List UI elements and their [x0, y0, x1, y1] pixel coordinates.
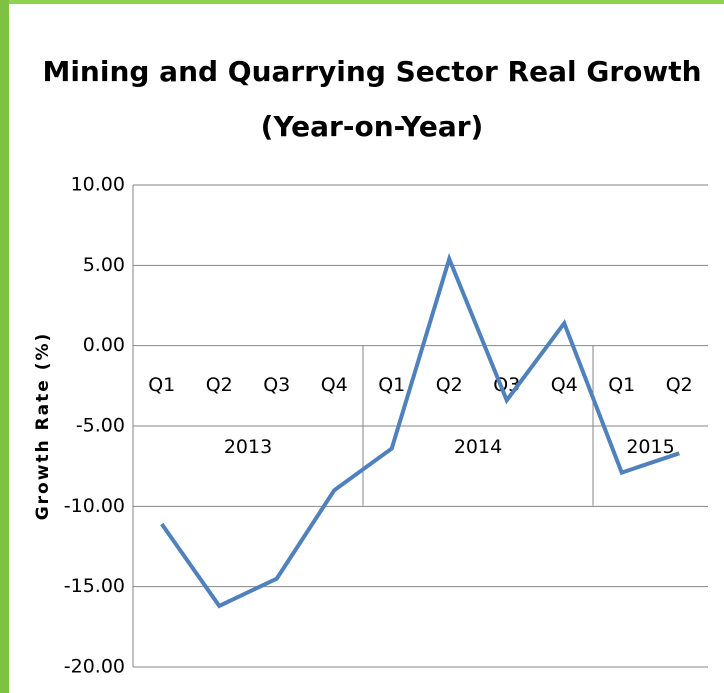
- x-tick-label: Q4: [551, 374, 578, 396]
- y-tick-label: 5.00: [83, 254, 125, 276]
- x-tick-label: Q3: [263, 374, 290, 396]
- frame-top: [0, 0, 724, 4]
- y-tick-label: -5.00: [76, 415, 125, 437]
- x-tick-label: Q2: [436, 374, 463, 396]
- x-tick-label: Q4: [321, 374, 348, 396]
- x-tick-label: Q1: [608, 374, 635, 396]
- line-series: [160, 252, 680, 609]
- y-tick-label: -15.00: [64, 575, 125, 597]
- x-tick-label: Q1: [148, 374, 175, 396]
- x-group-label: 2014: [454, 436, 502, 458]
- y-tick-label: 10.00: [71, 174, 125, 196]
- x-group-label: 2015: [626, 436, 674, 458]
- frame-left: [0, 0, 9, 693]
- chart-title: Mining and Quarrying Sector Real Growth: [42, 55, 701, 88]
- chart-title: (Year-on-Year): [261, 110, 484, 143]
- y-tick-label: 0.00: [83, 334, 125, 356]
- y-tick-label: -20.00: [64, 656, 125, 678]
- x-group-label: 2013: [224, 436, 272, 458]
- x-tick-label: Q2: [666, 374, 693, 396]
- x-tick-label: Q2: [206, 374, 233, 396]
- y-axis-label: Growth Rate (%): [33, 332, 53, 521]
- y-tick-label: -10.00: [64, 495, 125, 517]
- x-tick-label: Q1: [378, 374, 405, 396]
